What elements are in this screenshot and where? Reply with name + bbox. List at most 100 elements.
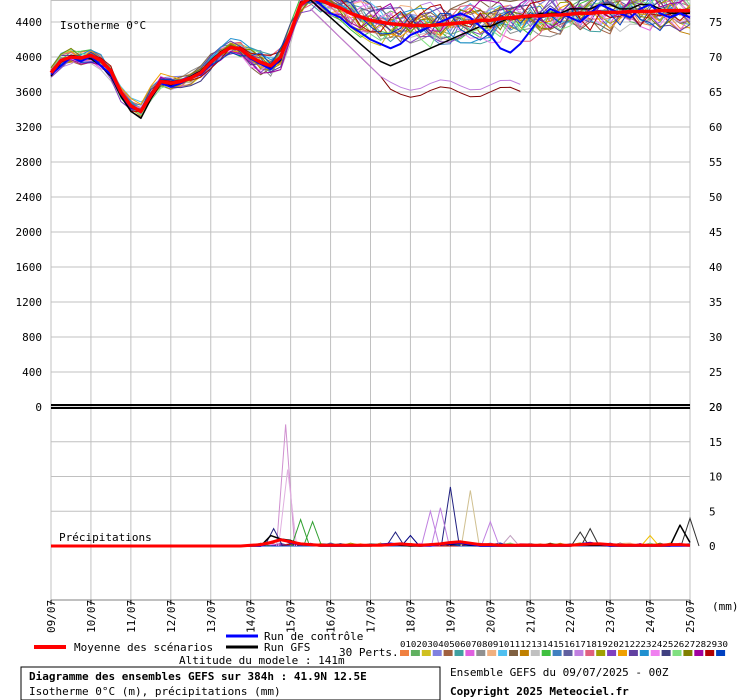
pert-swatch: [400, 650, 409, 656]
precip-peak-line: [386, 531, 405, 547]
pert-swatch: [432, 650, 442, 656]
x-tick-label: 10/07: [85, 600, 98, 633]
precip-peak-line: [680, 516, 700, 547]
precip-peak-line: [420, 509, 440, 547]
pert-swatch: [650, 650, 660, 656]
legend-control-label: Run de contrôle: [264, 630, 363, 643]
x-tick-label: 13/07: [205, 600, 218, 633]
pert-swatch: [465, 650, 475, 656]
precip-tick-label: 5: [709, 505, 716, 518]
x-tick-label: 20/07: [484, 600, 497, 633]
pert-swatch: [563, 650, 573, 656]
pert-swatch: [519, 650, 529, 656]
pert-swatch: [705, 650, 715, 656]
precip-mean-line: [51, 538, 691, 548]
pert-swatch: [487, 650, 497, 656]
y-right-tick-label: 25: [709, 366, 722, 379]
x-tick-label: 23/07: [604, 600, 617, 633]
pert-swatch: [421, 650, 431, 656]
precip-peak-line: [303, 520, 323, 547]
pert-swatch: [476, 650, 486, 656]
x-tick-label: 19/07: [444, 600, 457, 633]
iso-member-line: [50, 0, 691, 105]
y-left-tick-label: 2800: [16, 156, 43, 169]
pert-swatch: [509, 650, 518, 656]
precip-peak-line: [430, 507, 450, 547]
y-left-tick-label: 3200: [16, 121, 43, 134]
pert-swatch: [552, 650, 562, 656]
footer-box: [20, 666, 441, 700]
y-right-tick-label: 35: [709, 296, 722, 309]
precip-peak-line: [500, 534, 520, 547]
x-tick-label: 09/07: [45, 600, 58, 633]
pert-swatch: [410, 650, 420, 656]
pert-swatch: [443, 650, 453, 656]
y-left-tick-label: 1600: [16, 261, 43, 274]
y-right-tick-label: 60: [709, 121, 722, 134]
legend-gfs-label: Run GFS: [264, 641, 310, 654]
footer-run: Ensemble GEFS du 09/07/2025 - 00Z: [450, 666, 669, 679]
iso-outlier-line: [310, 8, 521, 91]
x-tick-label: 17/07: [365, 600, 378, 633]
precip-peak-line: [640, 534, 660, 547]
x-tick-label: 11/07: [125, 600, 138, 633]
y-left-tick-label: 1200: [16, 296, 43, 309]
x-tick-label: 18/07: [404, 600, 417, 633]
altitude-label: Altitude du modele : 141m: [179, 654, 345, 667]
x-tick-label: 16/07: [325, 600, 338, 633]
y-right-tick-label: 20: [709, 401, 722, 414]
pert-swatch: [661, 650, 671, 656]
y-left-tick-label: 800: [22, 331, 42, 344]
y-left-tick-label: 2000: [16, 226, 43, 239]
pert-swatch: [618, 650, 627, 656]
precip-tick-label: 10: [709, 471, 722, 484]
x-tick-label: 22/07: [564, 600, 577, 633]
pert-swatch: [716, 650, 726, 656]
pert-swatch: [585, 650, 595, 656]
iso-member-line: [50, 0, 691, 116]
x-tick-label: 15/07: [285, 600, 298, 633]
x-axis-unit: (mm): [712, 600, 739, 613]
y-left-tick-label: 3600: [16, 86, 43, 99]
footer-subtitle: Isotherme 0°C (m), précipitations (mm): [29, 685, 281, 698]
precip-tick-label: 15: [709, 436, 722, 449]
precip-peak-line: [460, 490, 480, 547]
perts-label: 30 Perts.: [339, 646, 399, 659]
y-right-tick-label: 75: [709, 16, 722, 29]
pert-swatch: [639, 650, 649, 656]
pert-swatch: [530, 650, 540, 656]
precip-peak-line: [580, 527, 600, 547]
y-left-tick-label: 4400: [16, 16, 43, 29]
pert-swatch: [574, 650, 584, 656]
grid: [50, 0, 691, 605]
pert-swatch: [541, 650, 551, 656]
pert-swatch: [607, 650, 617, 656]
y-right-tick-label: 65: [709, 86, 722, 99]
y-right-tick-label: 55: [709, 156, 722, 169]
pert-swatch: [498, 650, 508, 656]
pert-swatch: [628, 650, 638, 656]
perts-numbers: 0102030405060708091011121314151617181920…: [400, 640, 728, 649]
precip-panel-label: Précipitations: [59, 531, 152, 544]
y-right-tick-label: 45: [709, 226, 722, 239]
precip-tick-label: 20: [709, 401, 722, 414]
precip-peak-line: [570, 531, 590, 547]
isotherm-panel-label: Isotherme 0°C: [60, 19, 146, 32]
precip-tick-label: 0: [709, 540, 716, 553]
y-left-tick-label: 4000: [16, 51, 43, 64]
main-series: [49, 0, 691, 548]
pert-swatch: [672, 650, 682, 656]
precip-peak-line: [480, 520, 500, 547]
y-left-tick-label: 0: [35, 401, 42, 414]
legend: Moyenne des scénarios Run de contrôle Ru…: [34, 630, 728, 667]
precip-peak-line: [278, 469, 298, 547]
y-right-tick-label: 40: [709, 261, 722, 274]
iso-mean-line: [49, 0, 690, 114]
pert-swatch: [683, 650, 693, 656]
x-tick-label: 12/07: [165, 600, 178, 633]
x-tick-label: 21/07: [524, 600, 537, 633]
x-tick-label: 25/07: [684, 600, 697, 633]
perts-swatches: [400, 650, 726, 656]
